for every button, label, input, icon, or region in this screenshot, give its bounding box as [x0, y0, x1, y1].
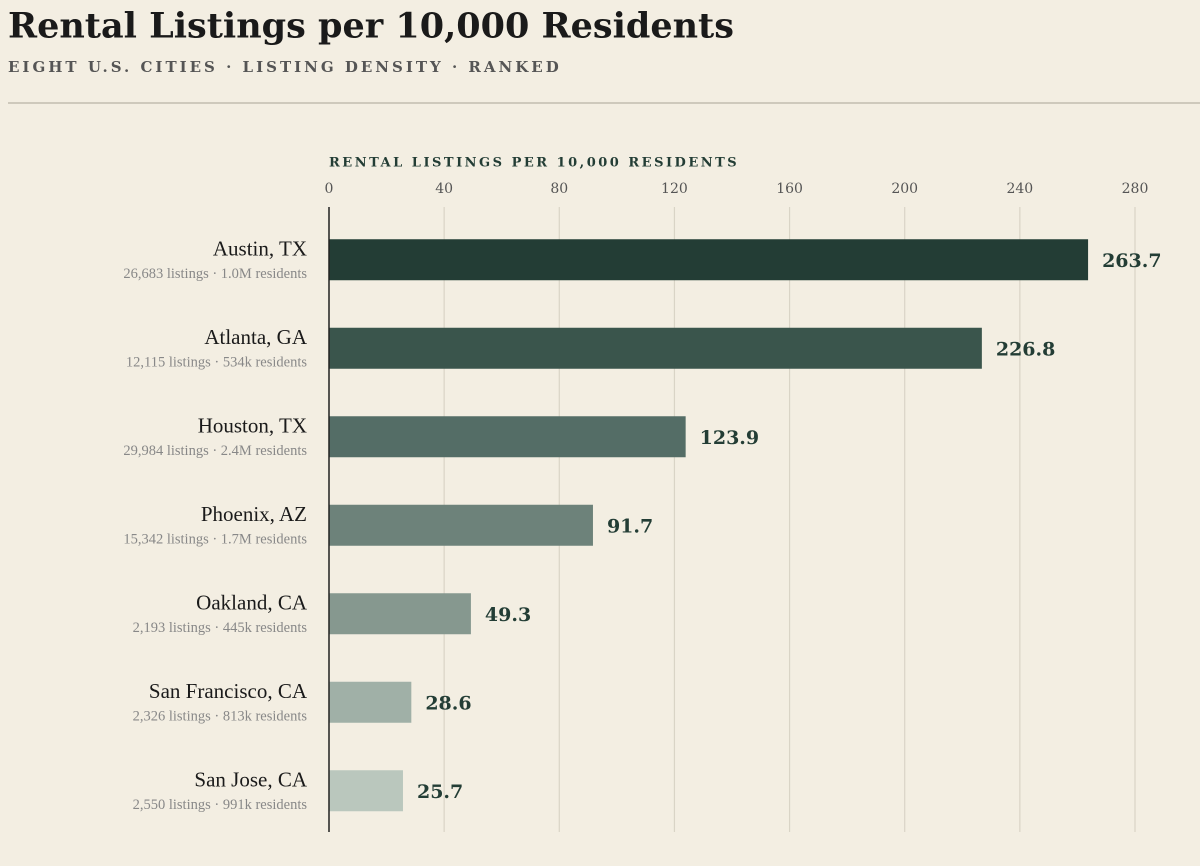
- category-label: San Francisco, CA: [149, 679, 308, 703]
- x-tick-label: 200: [891, 181, 918, 197]
- value-label: 123.9: [700, 427, 760, 449]
- category-note: 2,193 listings · 445k residents: [133, 620, 308, 636]
- bar: [329, 327, 982, 369]
- x-tick-label: 120: [661, 181, 688, 197]
- bar: [329, 239, 1089, 281]
- chart-title: Rental Listings per 10,000 Residents: [8, 6, 734, 47]
- x-tick-label: 280: [1122, 181, 1149, 197]
- category-label: Oakland, CA: [196, 591, 308, 615]
- category-note: 2,550 listings · 991k residents: [133, 797, 308, 813]
- value-label: 226.8: [996, 338, 1056, 360]
- chart-subtitle: EIGHT U.S. CITIES · LISTING DENSITY · RA…: [8, 58, 562, 76]
- category-label: Houston, TX: [198, 414, 307, 438]
- value-label: 263.7: [1102, 250, 1162, 272]
- category-label: Austin, TX: [213, 237, 307, 261]
- bar: [329, 504, 593, 546]
- x-tick-label: 40: [435, 181, 453, 197]
- category-note: 15,342 listings · 1.7M residents: [123, 532, 307, 548]
- category-note: 12,115 listings · 534k residents: [126, 355, 307, 371]
- x-tick-label: 80: [550, 181, 568, 197]
- value-label: 25.7: [417, 781, 463, 803]
- category-note: 2,326 listings · 813k residents: [133, 709, 308, 725]
- category-note: 29,984 listings · 2.4M residents: [123, 443, 307, 459]
- category-note: 26,683 listings · 1.0M residents: [123, 266, 307, 282]
- bar: [329, 416, 686, 458]
- x-tick-label: 160: [776, 181, 803, 197]
- x-tick-label: 0: [325, 181, 334, 197]
- bar: [329, 593, 471, 635]
- category-label: Phoenix, AZ: [201, 502, 307, 526]
- value-label: 91.7: [607, 515, 653, 537]
- bar: [329, 681, 412, 723]
- x-tick-label: 240: [1006, 181, 1033, 197]
- value-label: 49.3: [485, 604, 531, 626]
- bar: [329, 770, 403, 812]
- value-label: 28.6: [425, 692, 471, 714]
- x-axis-label: RENTAL LISTINGS PER 10,000 RESIDENTS: [329, 156, 739, 171]
- category-label: Atlanta, GA: [204, 325, 307, 349]
- category-label: San Jose, CA: [194, 768, 307, 792]
